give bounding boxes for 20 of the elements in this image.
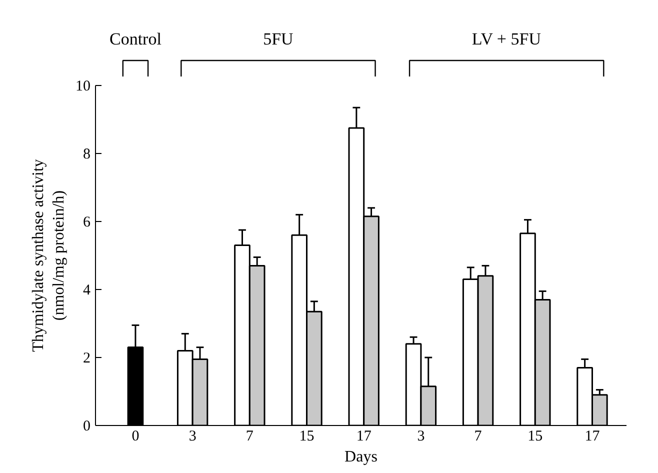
y-tick-label: 10 (76, 78, 90, 94)
y-tick-label: 8 (83, 146, 90, 162)
y-tick-label: 4 (83, 282, 91, 298)
x-tick-label: 3 (417, 428, 425, 444)
x-tick-label: 17 (356, 428, 372, 444)
y-tick-label: 6 (83, 214, 91, 230)
x-tick-label: 7 (474, 428, 482, 444)
x-tick-label: 0 (132, 428, 140, 444)
y-tick-label: 0 (83, 418, 90, 434)
text: 5FU (263, 30, 294, 48)
y-tick-label: 2 (83, 350, 90, 366)
text: Control (109, 30, 162, 48)
x-tick-label: 17 (584, 428, 600, 444)
y-axis-title: Thymidylate synthase activity (nmol/mg protein/h) (30, 159, 68, 352)
x-tick-label: 15 (528, 428, 543, 444)
x-tick-label: 7 (246, 428, 254, 444)
x-axis-title: Days (344, 448, 378, 466)
x-tick-label: 3 (188, 428, 196, 444)
text: LV + 5FU (472, 30, 542, 48)
x-tick-label: 15 (299, 428, 314, 444)
